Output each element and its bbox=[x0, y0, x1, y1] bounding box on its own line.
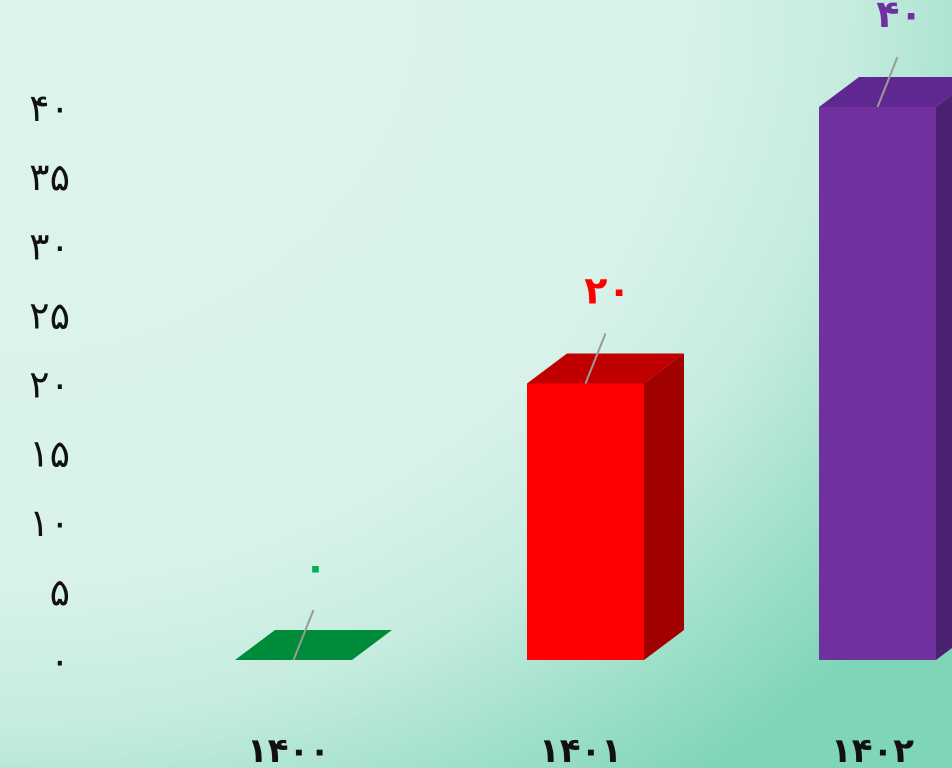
value-labels: ۰ ۲۰ ۴۰ bbox=[304, 0, 923, 589]
y-tick-label: ۰ bbox=[50, 639, 70, 683]
y-tick-label: ۵ bbox=[50, 570, 70, 614]
bar-side bbox=[644, 353, 684, 660]
bar-front bbox=[819, 107, 936, 660]
leader-line bbox=[584, 333, 607, 384]
y-tick-label: ۱۵ bbox=[29, 432, 70, 476]
value-label: ۴۰ bbox=[876, 0, 922, 36]
value-label: ۰ bbox=[304, 545, 327, 589]
bar bbox=[235, 609, 392, 661]
x-tick-label: ۱۴۰۱ bbox=[539, 731, 622, 768]
bar-side bbox=[936, 95, 952, 660]
bar bbox=[819, 56, 952, 660]
bar-top bbox=[819, 77, 952, 107]
y-axis-tick-labels: ۰ ۵ ۱۰ ۱۵ ۲۰ ۲۵ ۳۰ ۳۵ ۴۰ bbox=[29, 86, 70, 683]
bar-top bbox=[235, 630, 392, 660]
x-tick-label: ۱۴۰۰ bbox=[247, 731, 330, 768]
leader-line bbox=[876, 56, 899, 108]
bar-front bbox=[527, 383, 644, 660]
x-axis-tick-labels: ۱۴۰۰ ۱۴۰۱ ۱۴۰۲ bbox=[247, 731, 914, 768]
y-tick-label: ۲۰ bbox=[29, 363, 70, 407]
x-tick-label: ۱۴۰۲ bbox=[831, 731, 914, 768]
bars bbox=[235, 56, 952, 661]
y-tick-label: ۴۰ bbox=[29, 86, 70, 130]
bar bbox=[527, 333, 684, 660]
bar-top bbox=[527, 353, 684, 384]
y-tick-label: ۳۵ bbox=[29, 155, 70, 199]
y-tick-label: ۲۵ bbox=[29, 293, 70, 337]
y-tick-label: ۳۰ bbox=[29, 224, 70, 268]
leader-line bbox=[292, 609, 315, 661]
value-label: ۲۰ bbox=[584, 269, 630, 313]
y-tick-label: ۱۰ bbox=[29, 501, 70, 545]
